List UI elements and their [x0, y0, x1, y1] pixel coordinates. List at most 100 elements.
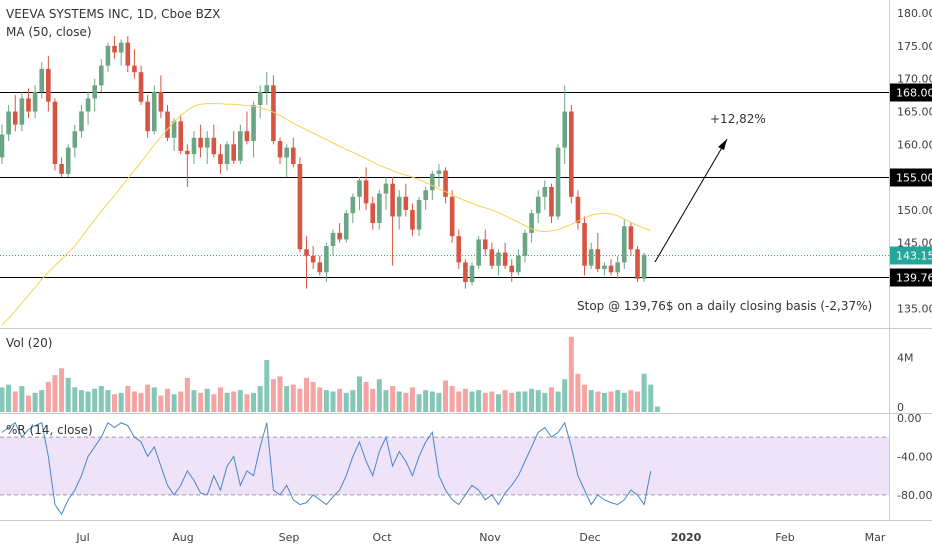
volume-bar — [489, 391, 495, 412]
price-tick-label: 150.00 — [897, 204, 932, 217]
candle-body — [343, 213, 349, 240]
time-tick-label: 2020 — [671, 531, 702, 544]
volume-bar — [85, 391, 91, 412]
wr-band — [0, 437, 889, 495]
volume-bar — [615, 390, 621, 412]
volume-bar — [522, 391, 528, 412]
candle-body — [290, 147, 296, 164]
candle-body — [383, 183, 389, 194]
wr-line — [1, 421, 652, 516]
candle-body — [535, 196, 541, 214]
volume-bar — [542, 392, 548, 412]
volume-bar — [396, 391, 402, 412]
candle-body — [496, 252, 501, 266]
volume-bar — [350, 390, 356, 412]
volume-bar — [92, 388, 98, 412]
volume-bar — [409, 387, 415, 412]
volume-bar — [343, 392, 349, 412]
volume-bar — [496, 394, 501, 412]
volume-bar — [443, 380, 449, 412]
candle-body — [304, 249, 309, 256]
candle-body — [337, 232, 342, 240]
candle-body — [410, 209, 415, 230]
candle-body — [46, 68, 51, 102]
volume-bar — [39, 390, 45, 412]
wr-tick-label: -40.00 — [897, 450, 932, 463]
candle-body — [436, 170, 442, 174]
volume-bar — [383, 390, 389, 412]
volume-bar — [277, 376, 283, 412]
candle-body — [284, 147, 289, 158]
candle-body — [257, 91, 263, 105]
time-tick-label: Jul — [75, 531, 89, 544]
volume-bar — [138, 392, 144, 412]
volume-bar — [317, 387, 323, 412]
volume-bar — [12, 391, 18, 412]
volume-bar — [635, 391, 641, 412]
candle-body — [191, 137, 197, 155]
target-arrow — [654, 138, 728, 263]
volume-bar — [370, 388, 376, 412]
volume-bar — [198, 392, 204, 412]
candle-body — [357, 180, 362, 197]
time-tick-label: Mar — [865, 531, 886, 544]
volume-bar — [284, 386, 290, 412]
candle-body — [310, 255, 316, 263]
vol-label: Vol (20) — [6, 336, 52, 350]
wr-tick-label: -80.00 — [897, 489, 932, 502]
volume-bar — [568, 336, 574, 412]
volume-bar — [251, 392, 257, 412]
volume-bar — [582, 384, 588, 412]
volume-bar — [529, 388, 535, 412]
price-tick-label: 165.00 — [897, 106, 932, 119]
candle-body — [32, 91, 38, 112]
stop-annotation: Stop @ 139,76$ on a daily closing basis … — [577, 299, 872, 313]
price-tick-label: 145.00 — [897, 237, 932, 250]
candle-body — [19, 98, 25, 125]
candle-body — [277, 141, 283, 158]
candle-body — [482, 239, 488, 250]
ma-line — [1, 103, 651, 326]
volume-bar — [171, 394, 177, 412]
volume-bar — [0, 387, 5, 412]
candle-body — [423, 190, 428, 201]
target-annotation: +12,82% — [710, 112, 766, 126]
volume-bar — [515, 391, 521, 412]
volume-bar — [264, 360, 270, 412]
wr-label: %R (14, close) — [6, 423, 93, 437]
candle-body — [350, 196, 356, 214]
candle-body — [416, 200, 422, 230]
candle-body — [297, 164, 303, 250]
level-tag-label: 139.76 — [896, 272, 932, 285]
volume-bar — [423, 390, 429, 412]
volume-bar — [191, 390, 197, 412]
candle-body — [595, 249, 601, 269]
candle-body — [635, 249, 640, 279]
candle-body — [522, 232, 528, 256]
volume-bar — [601, 392, 607, 412]
candle-body — [231, 144, 236, 161]
candle-body — [489, 249, 495, 266]
volume-bar — [390, 386, 396, 412]
volume-bar — [25, 395, 31, 412]
candle-body — [198, 137, 203, 148]
volume-bar — [476, 390, 482, 412]
volume-bar — [535, 390, 541, 412]
candle-body — [85, 98, 91, 112]
volume-bar — [337, 388, 343, 412]
candle-body — [39, 68, 45, 92]
volume-bar — [78, 390, 84, 412]
candle-body — [59, 164, 64, 174]
candle-body — [65, 147, 71, 174]
volume-bar — [224, 392, 230, 412]
candle-body — [244, 131, 250, 142]
ma-label: MA (50, close) — [6, 25, 92, 39]
volume-bar — [165, 388, 170, 412]
candle-body — [125, 42, 131, 66]
volume-bar — [588, 390, 594, 412]
candle-body — [151, 91, 157, 132]
level-tag — [890, 268, 932, 287]
volume-bar — [72, 387, 78, 412]
volume-bar — [52, 375, 58, 412]
volume-bar — [403, 392, 409, 412]
